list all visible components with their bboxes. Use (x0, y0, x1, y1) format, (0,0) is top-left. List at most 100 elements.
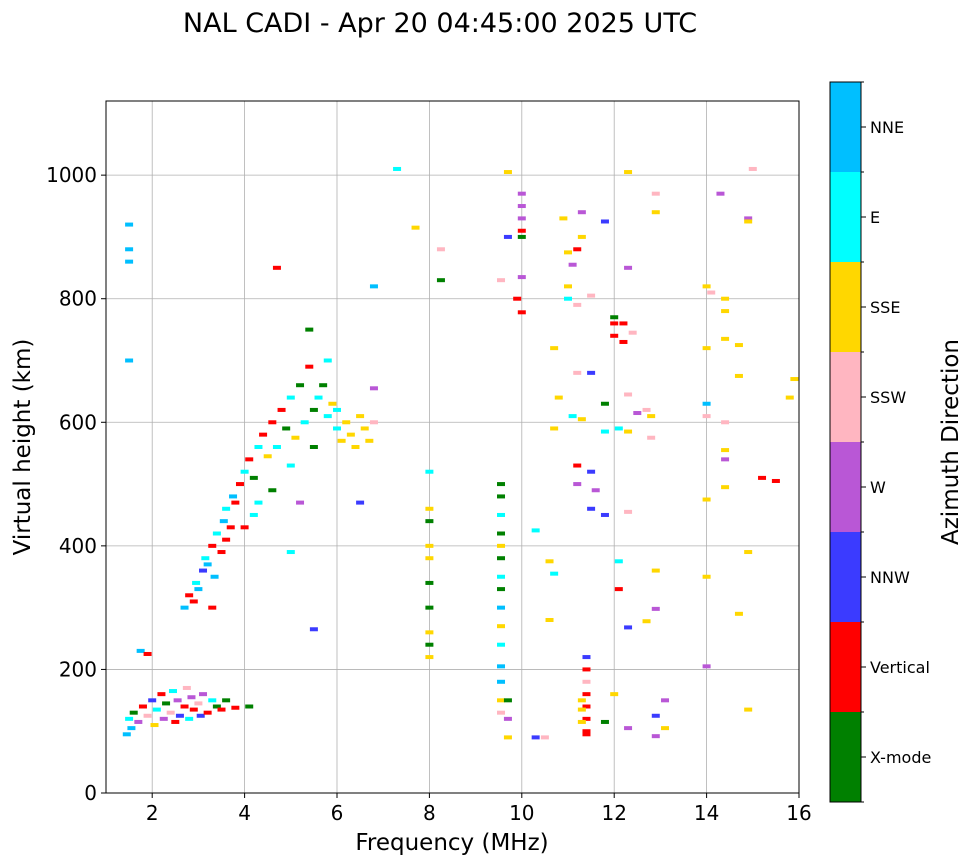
colorbar-swatch (830, 172, 861, 262)
data-point (425, 605, 434, 610)
data-point (157, 692, 166, 697)
colorbar-label: Azimuth Direction (938, 339, 964, 545)
data-point (577, 417, 586, 422)
data-point (619, 339, 628, 344)
data-point (360, 426, 369, 431)
data-point (222, 537, 231, 542)
colorbar-tick-label: SSW (870, 388, 906, 407)
data-point (199, 568, 208, 573)
data-point (771, 478, 780, 483)
data-point (497, 556, 506, 561)
data-point (254, 500, 263, 505)
data-point (577, 210, 586, 215)
colorbar-swatch (830, 622, 861, 712)
data-point (212, 704, 221, 709)
data-point (208, 605, 217, 610)
data-point (707, 290, 716, 295)
data-point (425, 556, 434, 561)
y-tick-label: 800 (59, 287, 97, 311)
data-point (342, 420, 351, 425)
data-point (497, 512, 506, 517)
data-point (497, 482, 506, 487)
data-point (702, 497, 711, 502)
data-point (171, 719, 180, 724)
data-point (564, 250, 572, 255)
data-point (291, 435, 300, 440)
data-point (185, 593, 194, 598)
colorbar-tick-label: NNW (870, 568, 910, 587)
data-point (129, 710, 138, 715)
data-point (734, 343, 743, 348)
data-point (194, 701, 203, 706)
data-point (323, 358, 332, 363)
data-point (425, 642, 434, 647)
data-point (600, 429, 609, 434)
data-point (790, 377, 799, 382)
data-point (425, 655, 434, 660)
data-point (661, 698, 670, 703)
data-point (744, 707, 753, 712)
data-point (226, 525, 235, 530)
data-point (356, 500, 365, 505)
data-point (309, 445, 318, 449)
data-point (624, 429, 633, 434)
data-point (721, 309, 730, 314)
data-point (744, 550, 753, 555)
data-point (624, 509, 633, 514)
data-point (185, 716, 194, 721)
data-point (573, 370, 582, 375)
data-point (272, 265, 281, 270)
data-point (497, 587, 506, 592)
data-point (436, 278, 445, 283)
data-point (587, 293, 596, 298)
data-point (614, 559, 623, 564)
data-point (136, 648, 145, 653)
data-point (744, 216, 753, 221)
data-point (568, 414, 577, 419)
data-point (425, 630, 434, 635)
plot-area: 2 4 6 8 10 12 14 16 0 200 400 600 800 1000 (46, 100, 812, 825)
data-point (554, 395, 563, 400)
x-tick-label: 2 (146, 801, 159, 825)
data-point (610, 315, 619, 320)
data-point (744, 219, 753, 224)
data-point (559, 216, 568, 221)
data-point (702, 414, 711, 419)
data-point (497, 605, 506, 610)
data-point (610, 692, 619, 697)
x-axis-ticks: 2 4 6 8 10 12 14 16 (146, 793, 812, 825)
colorbar-tick-label: NNE (870, 118, 904, 137)
data-point (497, 531, 506, 536)
data-point (134, 719, 143, 724)
data-point (651, 734, 660, 739)
data-point (651, 568, 660, 573)
data-point (651, 713, 660, 718)
data-point (600, 719, 609, 724)
data-point (148, 698, 157, 703)
data-point (436, 247, 445, 252)
data-point (600, 401, 609, 406)
y-tick-label: 1000 (46, 163, 97, 187)
data-point (577, 234, 586, 239)
data-point (721, 448, 730, 453)
data-point (568, 262, 577, 267)
data-point (173, 698, 182, 703)
data-point (748, 166, 757, 171)
data-point (333, 407, 341, 412)
data-point (573, 463, 582, 468)
data-point (425, 469, 434, 474)
data-point (192, 580, 201, 585)
data-point (259, 432, 268, 437)
y-tick-label: 200 (59, 657, 97, 681)
data-point (240, 525, 249, 530)
data-point (573, 247, 582, 252)
data-point (286, 463, 295, 468)
colorbar-swatch (830, 262, 861, 352)
data-point (222, 698, 231, 703)
data-point (573, 482, 582, 487)
data-point (222, 506, 231, 511)
data-point (305, 327, 314, 332)
data-point (189, 707, 198, 712)
data-point (651, 210, 660, 215)
data-point (286, 550, 295, 555)
